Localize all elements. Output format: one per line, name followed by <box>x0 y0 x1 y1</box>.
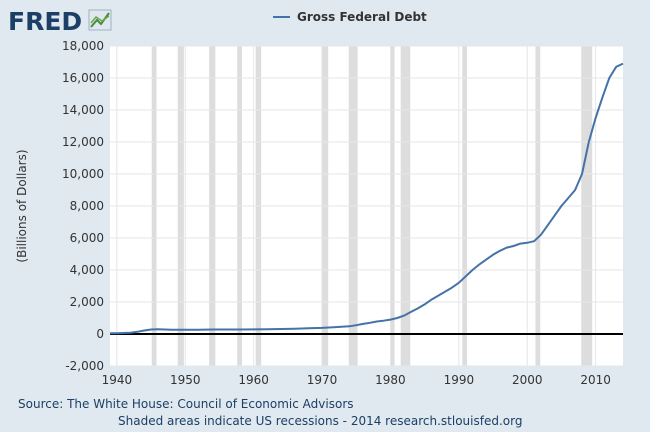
y-tick-label: 18,000 <box>62 39 104 53</box>
legend: Gross Federal Debt <box>273 10 427 24</box>
fred-logo: FRED <box>8 7 112 36</box>
y-tick-label: 0 <box>96 327 104 341</box>
series-lines <box>110 62 624 335</box>
chart-line-icon <box>88 9 112 31</box>
y-tick-label: 6,000 <box>70 231 104 245</box>
legend-label: Gross Federal Debt <box>297 10 427 24</box>
series-line <box>110 62 624 335</box>
source-text: Source: The White House: Council of Econ… <box>18 397 354 411</box>
x-tick-label: 1950 <box>170 373 201 387</box>
y-tick-label: 12,000 <box>62 135 104 149</box>
y-tick-label: 14,000 <box>62 103 104 117</box>
x-tick-label: 1980 <box>375 373 406 387</box>
x-tick-label: 1960 <box>238 373 269 387</box>
x-tick-label: 1990 <box>444 373 475 387</box>
recession-note: Shaded areas indicate US recessions - 20… <box>118 414 522 428</box>
y-tick-label: 8,000 <box>70 199 104 213</box>
y-tick-label: 10,000 <box>62 167 104 181</box>
y-tick-labels: -2,000 0 2,000 4,000 6,000 8,000 10,000 12,000 1… <box>62 39 104 373</box>
y-axis-title: (Billions of Dollars) <box>15 149 29 262</box>
x-tick-labels: 1940 1950 1960 1970 1980 1990 2000 2010 <box>102 373 611 387</box>
x-tick-label: 2000 <box>512 373 543 387</box>
x-tick-label: 2010 <box>580 373 611 387</box>
y-tick-label: 16,000 <box>62 71 104 85</box>
y-tick-label: -2,000 <box>65 359 104 373</box>
x-tick-label: 1940 <box>102 373 133 387</box>
y-tick-label: 4,000 <box>70 263 104 277</box>
logo-text: FRED <box>8 7 82 36</box>
y-tick-label: 2,000 <box>70 295 104 309</box>
x-tick-label: 1970 <box>307 373 338 387</box>
